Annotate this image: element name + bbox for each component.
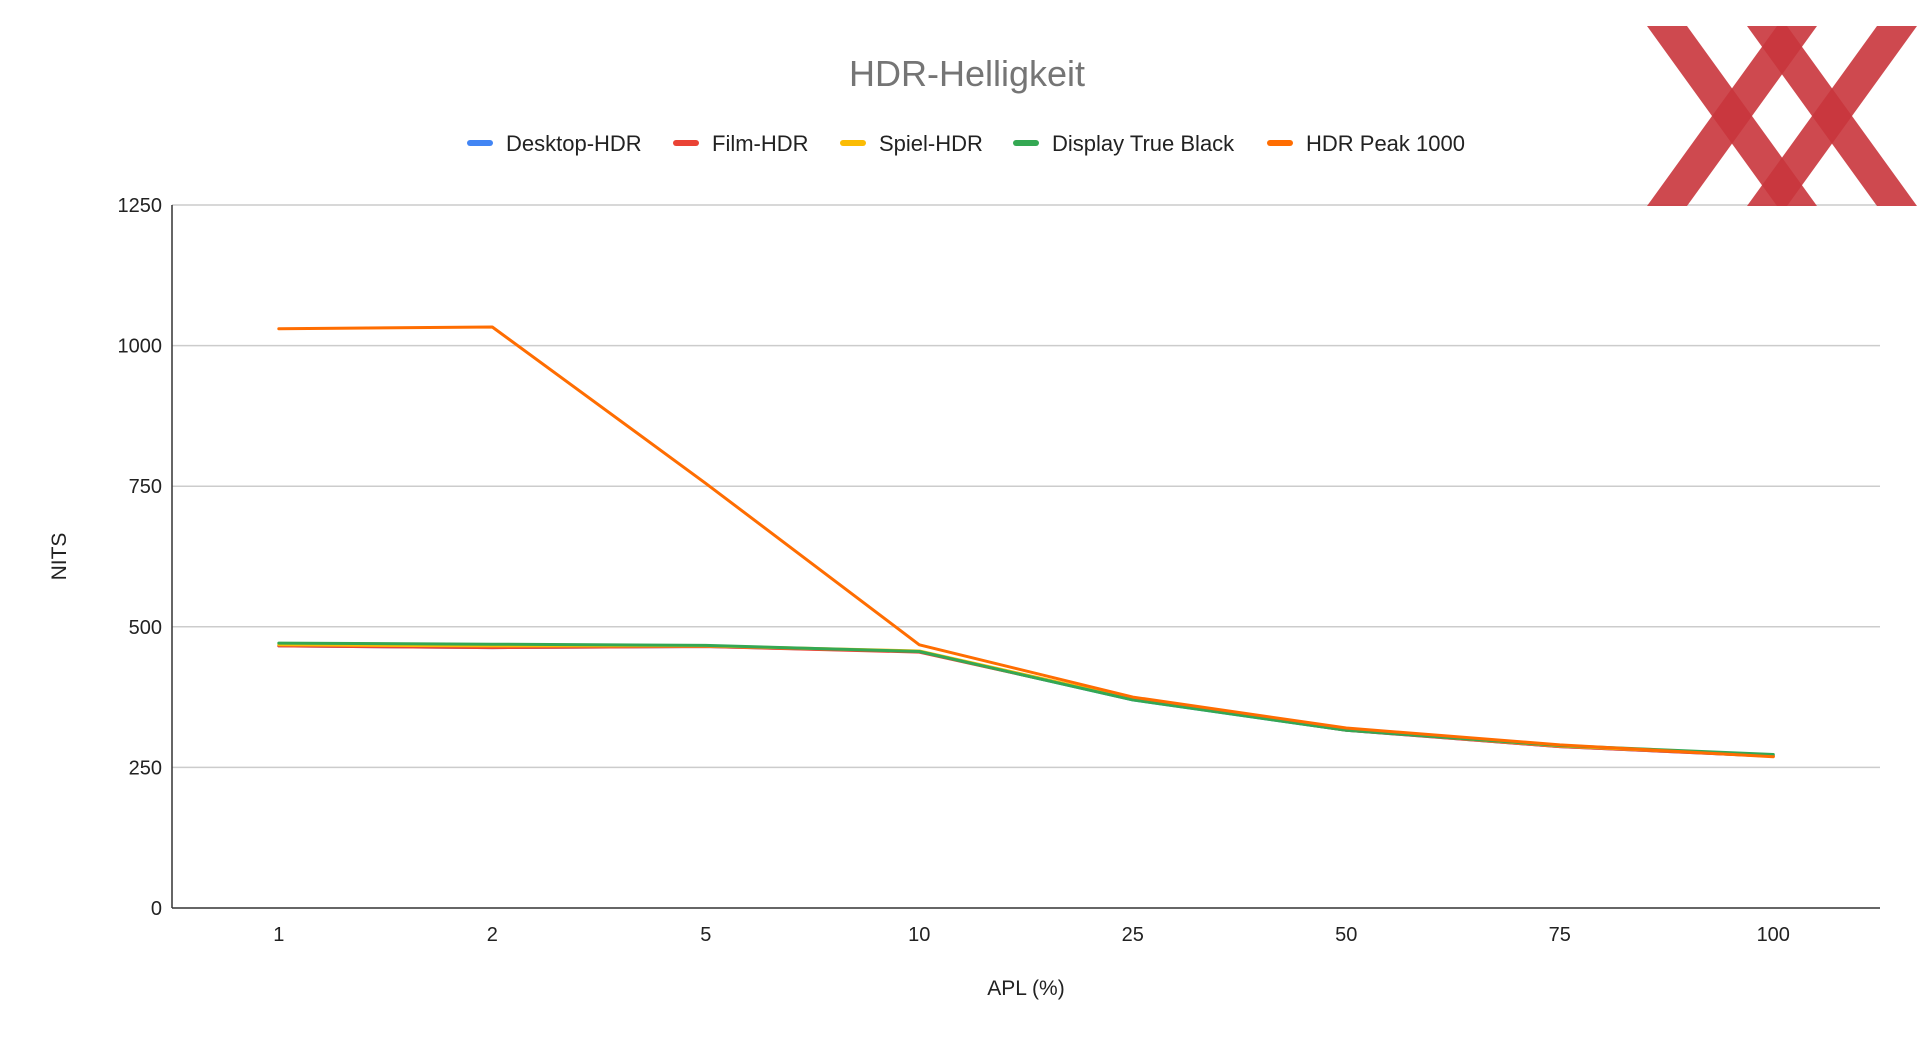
series-line-2: [277, 643, 1775, 758]
series-line-3: [277, 641, 1775, 756]
y-tick-label: 750: [129, 476, 162, 498]
y-tick-label: 0: [151, 898, 162, 920]
x-tick-label: 10: [908, 924, 930, 946]
gridlines: [172, 204, 1880, 769]
hardwareluxx-logo: [1647, 26, 1917, 206]
logo-stroke: [1647, 26, 1817, 206]
x-tick-label: 2: [487, 924, 498, 946]
y-axis-label: NITS: [48, 533, 71, 581]
x-axis-ticks: 1 2 5 10 25 50 75 100: [273, 924, 1790, 946]
x-tick-label: 75: [1549, 924, 1571, 946]
x-tick-label: 100: [1757, 924, 1790, 946]
x-tick-label: 25: [1122, 924, 1144, 946]
series-line-4: [277, 325, 1775, 759]
y-tick-label: 250: [129, 757, 162, 779]
x-tick-label: 50: [1335, 924, 1357, 946]
legend-label: Desktop-HDR: [506, 131, 642, 156]
legend-label: Display True Black: [1052, 131, 1235, 156]
legend-label: HDR Peak 1000: [1306, 131, 1465, 156]
logo-stroke: [1747, 26, 1917, 206]
legend-label: Film-HDR: [712, 131, 809, 156]
y-tick-label: 500: [129, 617, 162, 639]
y-axis-ticks: 0 250 500 750 1000 1250: [118, 195, 163, 920]
series-line-0: [277, 644, 1775, 758]
series-lines: [277, 325, 1775, 759]
chart-title: HDR-Helligkeit: [849, 53, 1085, 94]
y-tick-label: 1000: [118, 336, 163, 358]
legend-label: Spiel-HDR: [879, 131, 983, 156]
legend: Desktop-HDR Film-HDR Spiel-HDR Display True…: [467, 131, 1465, 156]
x-tick-label: 1: [273, 924, 284, 946]
series-line-1: [277, 644, 1775, 758]
y-tick-label: 1250: [118, 195, 163, 217]
x-axis-label: APL (%): [987, 977, 1064, 1000]
x-tick-label: 5: [700, 924, 711, 946]
